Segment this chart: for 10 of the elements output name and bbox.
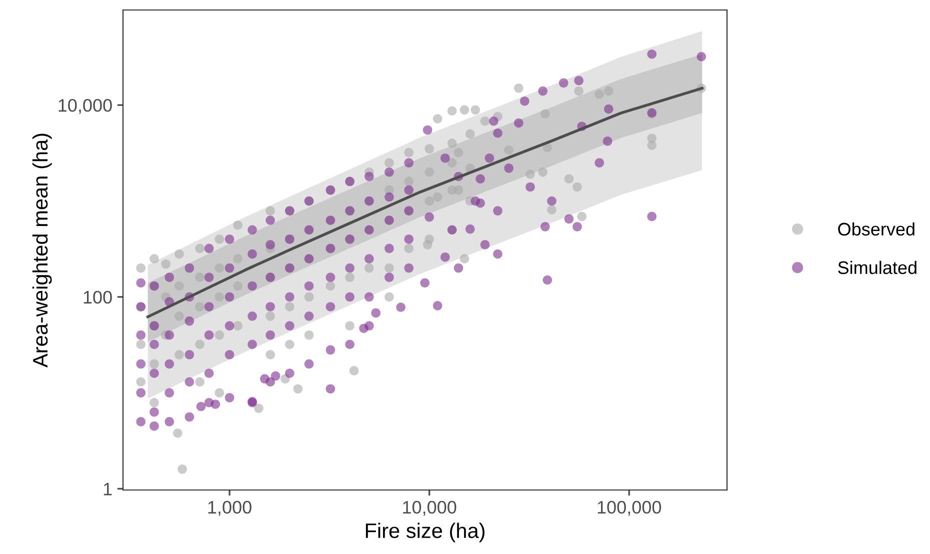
x-tick-label: 1,000 <box>208 500 252 516</box>
legend-label: Simulated <box>838 260 916 274</box>
y-tick-label: 100 <box>84 290 112 304</box>
x-axis-title: Fire size (ha) <box>366 522 484 542</box>
y-tick-label: 10,000 <box>58 99 112 114</box>
x-tick-label: 100,000 <box>598 500 662 516</box>
y-tick-label: 1 <box>104 482 112 496</box>
legend-label: Observed <box>838 222 914 236</box>
x-tick-label: 10,000 <box>403 500 456 516</box>
y-axis-title: Area-weighted mean (ha) <box>32 134 52 368</box>
